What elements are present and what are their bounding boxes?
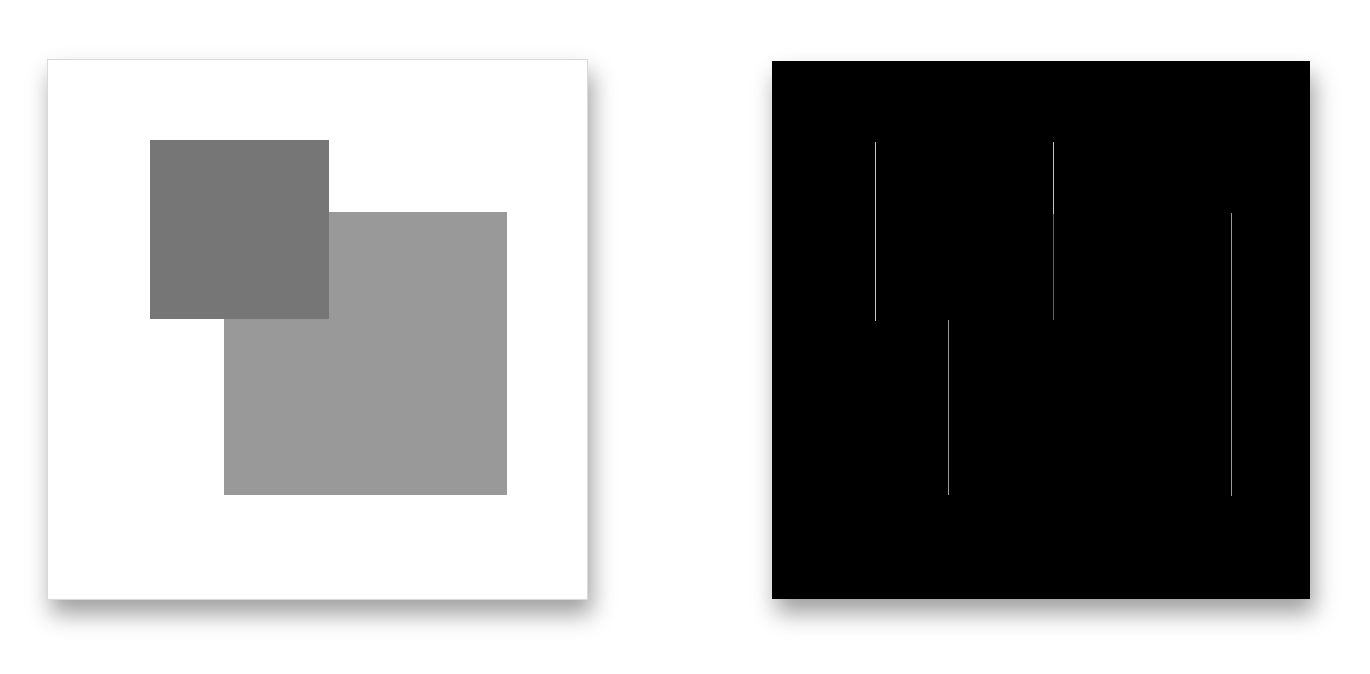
edge-line-small-square-right-upper bbox=[1053, 142, 1054, 214]
edge-map-panel bbox=[772, 61, 1310, 599]
edge-line-small-square-right-lower bbox=[1053, 214, 1054, 320]
edge-line-small-square-left bbox=[875, 142, 876, 321]
small-dark-gray-square bbox=[150, 140, 329, 319]
edge-line-large-square-left bbox=[948, 320, 949, 495]
original-image-panel bbox=[47, 59, 588, 600]
edge-line-large-square-right bbox=[1231, 213, 1232, 496]
